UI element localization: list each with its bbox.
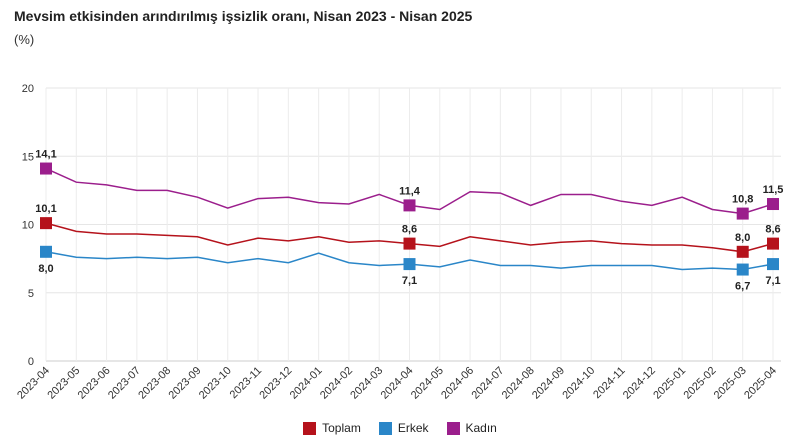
x-tick-label: 2024-09 xyxy=(530,365,567,402)
x-tick-label: 2024-07 xyxy=(469,365,506,402)
data-point-marker xyxy=(736,207,749,220)
x-tick-label: 2023-12 xyxy=(257,365,294,402)
x-tick-label: 2024-02 xyxy=(318,365,355,402)
y-tick-label: 20 xyxy=(22,83,34,95)
data-label: 11,4 xyxy=(399,185,421,197)
data-label: 7,1 xyxy=(402,275,417,287)
data-label: 7,1 xyxy=(765,275,780,287)
legend-item-kadın[interactable]: Kadın xyxy=(446,421,497,435)
data-label: 11,5 xyxy=(763,184,784,196)
x-tick-label: 2024-12 xyxy=(621,365,658,402)
legend: Toplam Erkek Kadın xyxy=(0,421,800,435)
x-tick-label: 2024-05 xyxy=(409,365,446,402)
x-tick-label: 2023-07 xyxy=(106,365,143,402)
data-label: 8,6 xyxy=(765,224,780,236)
data-label: 8,0 xyxy=(735,232,750,244)
x-tick-label: 2023-09 xyxy=(167,365,204,402)
x-tick-label: 2023-06 xyxy=(76,365,113,402)
legend-label: Kadın xyxy=(465,421,497,435)
unit-label: (%) xyxy=(14,32,35,47)
data-point-marker xyxy=(40,162,52,175)
data-point-marker xyxy=(403,237,416,250)
x-tick-label: 2024-08 xyxy=(500,365,537,402)
x-tick-label: 2023-05 xyxy=(45,365,82,402)
x-tick-label: 2024-01 xyxy=(288,365,325,402)
x-tick-label: 2025-04 xyxy=(742,365,779,402)
data-point-marker xyxy=(40,245,52,258)
legend-swatch xyxy=(303,421,317,435)
x-tick-label: 2024-04 xyxy=(379,365,416,402)
x-tick-label: 2024-06 xyxy=(439,365,476,402)
legend-item-erkek[interactable]: Erkek xyxy=(378,421,429,435)
data-label: 14,1 xyxy=(35,149,56,161)
data-point-marker xyxy=(767,258,779,271)
data-point-marker xyxy=(767,198,779,211)
legend-swatch xyxy=(446,421,460,435)
x-tick-label: 2023-04 xyxy=(15,365,52,402)
x-tick-label: 2024-10 xyxy=(560,365,597,402)
legend-swatch xyxy=(378,421,392,435)
legend-label: Toplam xyxy=(322,421,361,435)
legend-item-toplam[interactable]: Toplam xyxy=(303,421,361,435)
x-tick-label: 2025-03 xyxy=(712,365,749,402)
x-tick-label: 2023-08 xyxy=(136,365,173,402)
x-tick-label: 2025-01 xyxy=(651,365,688,402)
data-point-marker xyxy=(767,237,779,250)
legend-label: Erkek xyxy=(397,421,429,435)
data-point-marker xyxy=(736,263,749,276)
y-tick-label: 15 xyxy=(22,151,34,163)
x-tick-label: 2024-03 xyxy=(348,365,385,402)
data-label: 10,1 xyxy=(35,203,56,215)
data-label: 8,0 xyxy=(38,263,53,275)
data-point-marker xyxy=(40,217,52,230)
x-tick-label: 2025-02 xyxy=(682,365,719,402)
data-point-marker xyxy=(403,199,416,212)
y-tick-label: 0 xyxy=(28,356,34,368)
data-label: 10,8 xyxy=(732,194,753,206)
data-label: 6,7 xyxy=(735,281,750,293)
data-point-marker xyxy=(403,258,416,271)
data-label: 8,6 xyxy=(402,224,417,236)
y-tick-label: 5 xyxy=(28,288,34,300)
x-tick-label: 2023-10 xyxy=(197,365,234,402)
data-point-marker xyxy=(736,245,749,258)
y-tick-label: 10 xyxy=(22,220,34,232)
chart-title: Mevsim etkisinden arındırılmış işsizlik … xyxy=(14,8,473,24)
